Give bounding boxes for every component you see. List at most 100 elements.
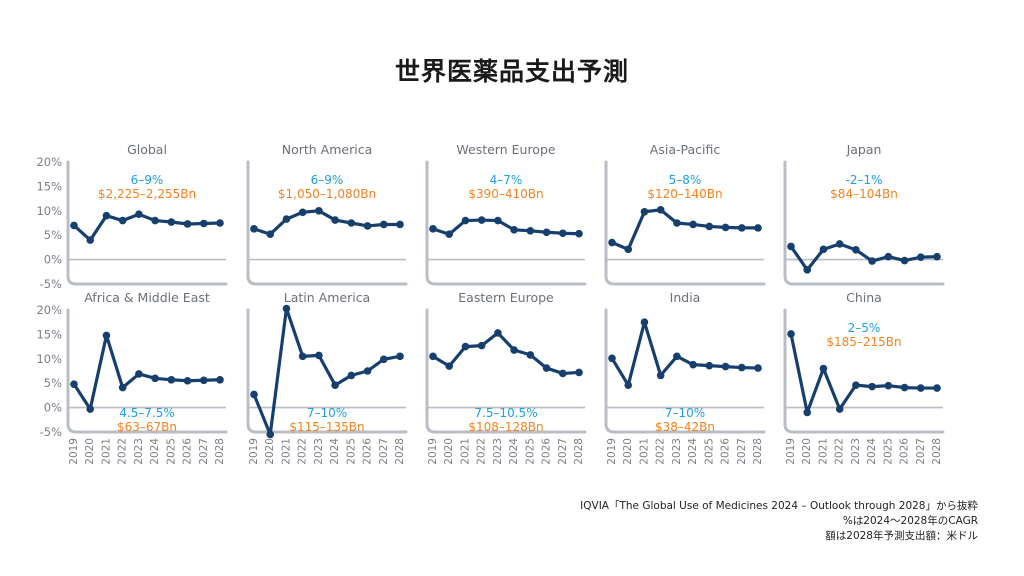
cagr-label-global: 6–9%: [131, 173, 164, 187]
x-tick-label: 2021: [280, 438, 292, 465]
data-point-africa-middle-east: [167, 375, 176, 384]
series-line-japan: [789, 242, 938, 272]
x-tick-label: 2027: [915, 438, 927, 465]
axis-frame-africa-middle-east: [66, 308, 228, 434]
data-point-latin-america: [396, 352, 404, 361]
cagr-label-japan: -2–1%: [845, 173, 882, 187]
x-tick-label: 2023: [671, 438, 683, 465]
data-point-latin-america: [331, 381, 339, 389]
data-point-north-america: [266, 230, 275, 239]
cagr-label-asia-pacific: 5–8%: [669, 173, 702, 187]
y-tick-label: 15%: [36, 179, 62, 193]
data-point-africa-middle-east: [86, 405, 95, 413]
x-tick-label: 2020: [264, 438, 276, 465]
x-tick-label: 2026: [720, 438, 732, 465]
x-tick-label: 2023: [492, 438, 504, 465]
data-point-india: [689, 360, 697, 369]
data-point-western-europe: [542, 228, 551, 237]
data-point-global: [102, 211, 111, 220]
x-tick-label: 2019: [785, 438, 797, 465]
page-title: 世界医薬品支出予測: [394, 57, 629, 86]
x-tick-label: 2025: [703, 438, 715, 465]
data-point-asia-pacific: [737, 224, 746, 232]
axis-frame-global: [66, 160, 228, 286]
y-tick-label: 10%: [36, 204, 62, 218]
data-point-north-america: [250, 225, 258, 233]
x-tick-label: 2021: [817, 438, 829, 465]
data-point-japan: [868, 257, 876, 265]
y-tick-label: 0%: [44, 253, 62, 267]
x-tick-label: 2028: [752, 438, 764, 465]
x-tick-label: 2023: [850, 438, 862, 465]
data-point-india: [656, 371, 665, 380]
x-tick-label: 2028: [573, 438, 585, 465]
amount-label-asia-pacific: $120–140Bn: [647, 187, 722, 201]
data-point-japan: [933, 252, 941, 261]
y-tick-label: -5%: [40, 425, 62, 439]
data-point-north-america: [315, 207, 323, 215]
data-point-western-europe: [445, 230, 454, 239]
data-point-western-europe: [461, 216, 470, 225]
data-point-africa-middle-east: [183, 376, 192, 385]
axis-frame-india: [604, 308, 766, 434]
data-point-eastern-europe: [429, 352, 437, 361]
x-tick-label: 2028: [214, 438, 226, 465]
panel-title-china: China: [846, 290, 882, 305]
data-point-latin-america: [379, 355, 388, 364]
data-point-latin-america: [315, 351, 323, 360]
x-tick-label: 2024: [508, 438, 520, 465]
data-point-latin-america: [266, 430, 275, 439]
data-point-asia-pacific: [721, 223, 730, 232]
data-point-china: [835, 405, 844, 413]
x-tick-label: 2022: [297, 438, 309, 465]
data-point-latin-america: [282, 304, 291, 313]
data-point-india: [673, 352, 681, 361]
x-tick-label: 2019: [248, 438, 260, 465]
data-point-asia-pacific: [689, 220, 697, 229]
amount-label-global: $2,225–2,255Bn: [98, 187, 196, 201]
data-point-africa-middle-east: [118, 383, 127, 392]
data-point-global: [135, 210, 143, 219]
panel-title-global: Global: [127, 142, 167, 157]
series-line-eastern-europe: [432, 331, 580, 376]
data-point-china: [819, 364, 828, 373]
y-tick-label: 5%: [44, 376, 62, 390]
data-point-global: [183, 220, 192, 228]
panel-title-africa-middle-east: Africa & Middle East: [84, 290, 210, 305]
data-point-north-america: [363, 222, 372, 230]
data-point-latin-america: [250, 390, 258, 399]
x-tick-label: 2023: [313, 438, 325, 465]
x-tick-label: 2023: [133, 438, 145, 465]
y-tick-label: 10%: [36, 352, 62, 366]
cagr-note: %は2024〜2028年のCAGR: [842, 515, 978, 527]
x-tick-label: 2027: [378, 438, 390, 465]
x-tick-label: 2027: [198, 438, 210, 465]
data-point-china: [900, 383, 909, 392]
amount-label-africa-middle-east: $63–67Bn: [117, 420, 177, 434]
data-point-china: [852, 381, 860, 389]
x-tick-label: 2022: [117, 438, 129, 465]
x-tick-label: 2024: [866, 438, 878, 465]
data-point-asia-pacific: [673, 219, 681, 227]
data-point-north-america: [282, 215, 291, 223]
data-point-global: [118, 216, 127, 225]
series-line-africa-middle-east: [72, 333, 221, 411]
series-line-china: [789, 333, 937, 415]
x-tick-label: 2025: [165, 438, 177, 465]
x-tick-label: 2025: [882, 438, 894, 465]
x-tick-label: 2021: [459, 438, 471, 465]
data-point-china: [803, 408, 812, 417]
x-tick-label: 2024: [149, 438, 161, 465]
data-point-western-europe: [558, 229, 567, 238]
panel-title-eastern-europe: Eastern Europe: [458, 290, 554, 305]
cagr-label-eastern-europe: 7.5–10.5%: [474, 406, 537, 420]
data-point-north-america: [379, 220, 388, 229]
x-tick-label: 2020: [801, 438, 813, 465]
x-tick-label: 2020: [622, 438, 634, 465]
data-point-asia-pacific: [656, 206, 665, 214]
data-point-india: [754, 364, 762, 372]
cagr-label-western-europe: 4–7%: [490, 173, 523, 187]
data-point-china: [916, 384, 925, 392]
panel-title-japan: Japan: [846, 142, 882, 157]
